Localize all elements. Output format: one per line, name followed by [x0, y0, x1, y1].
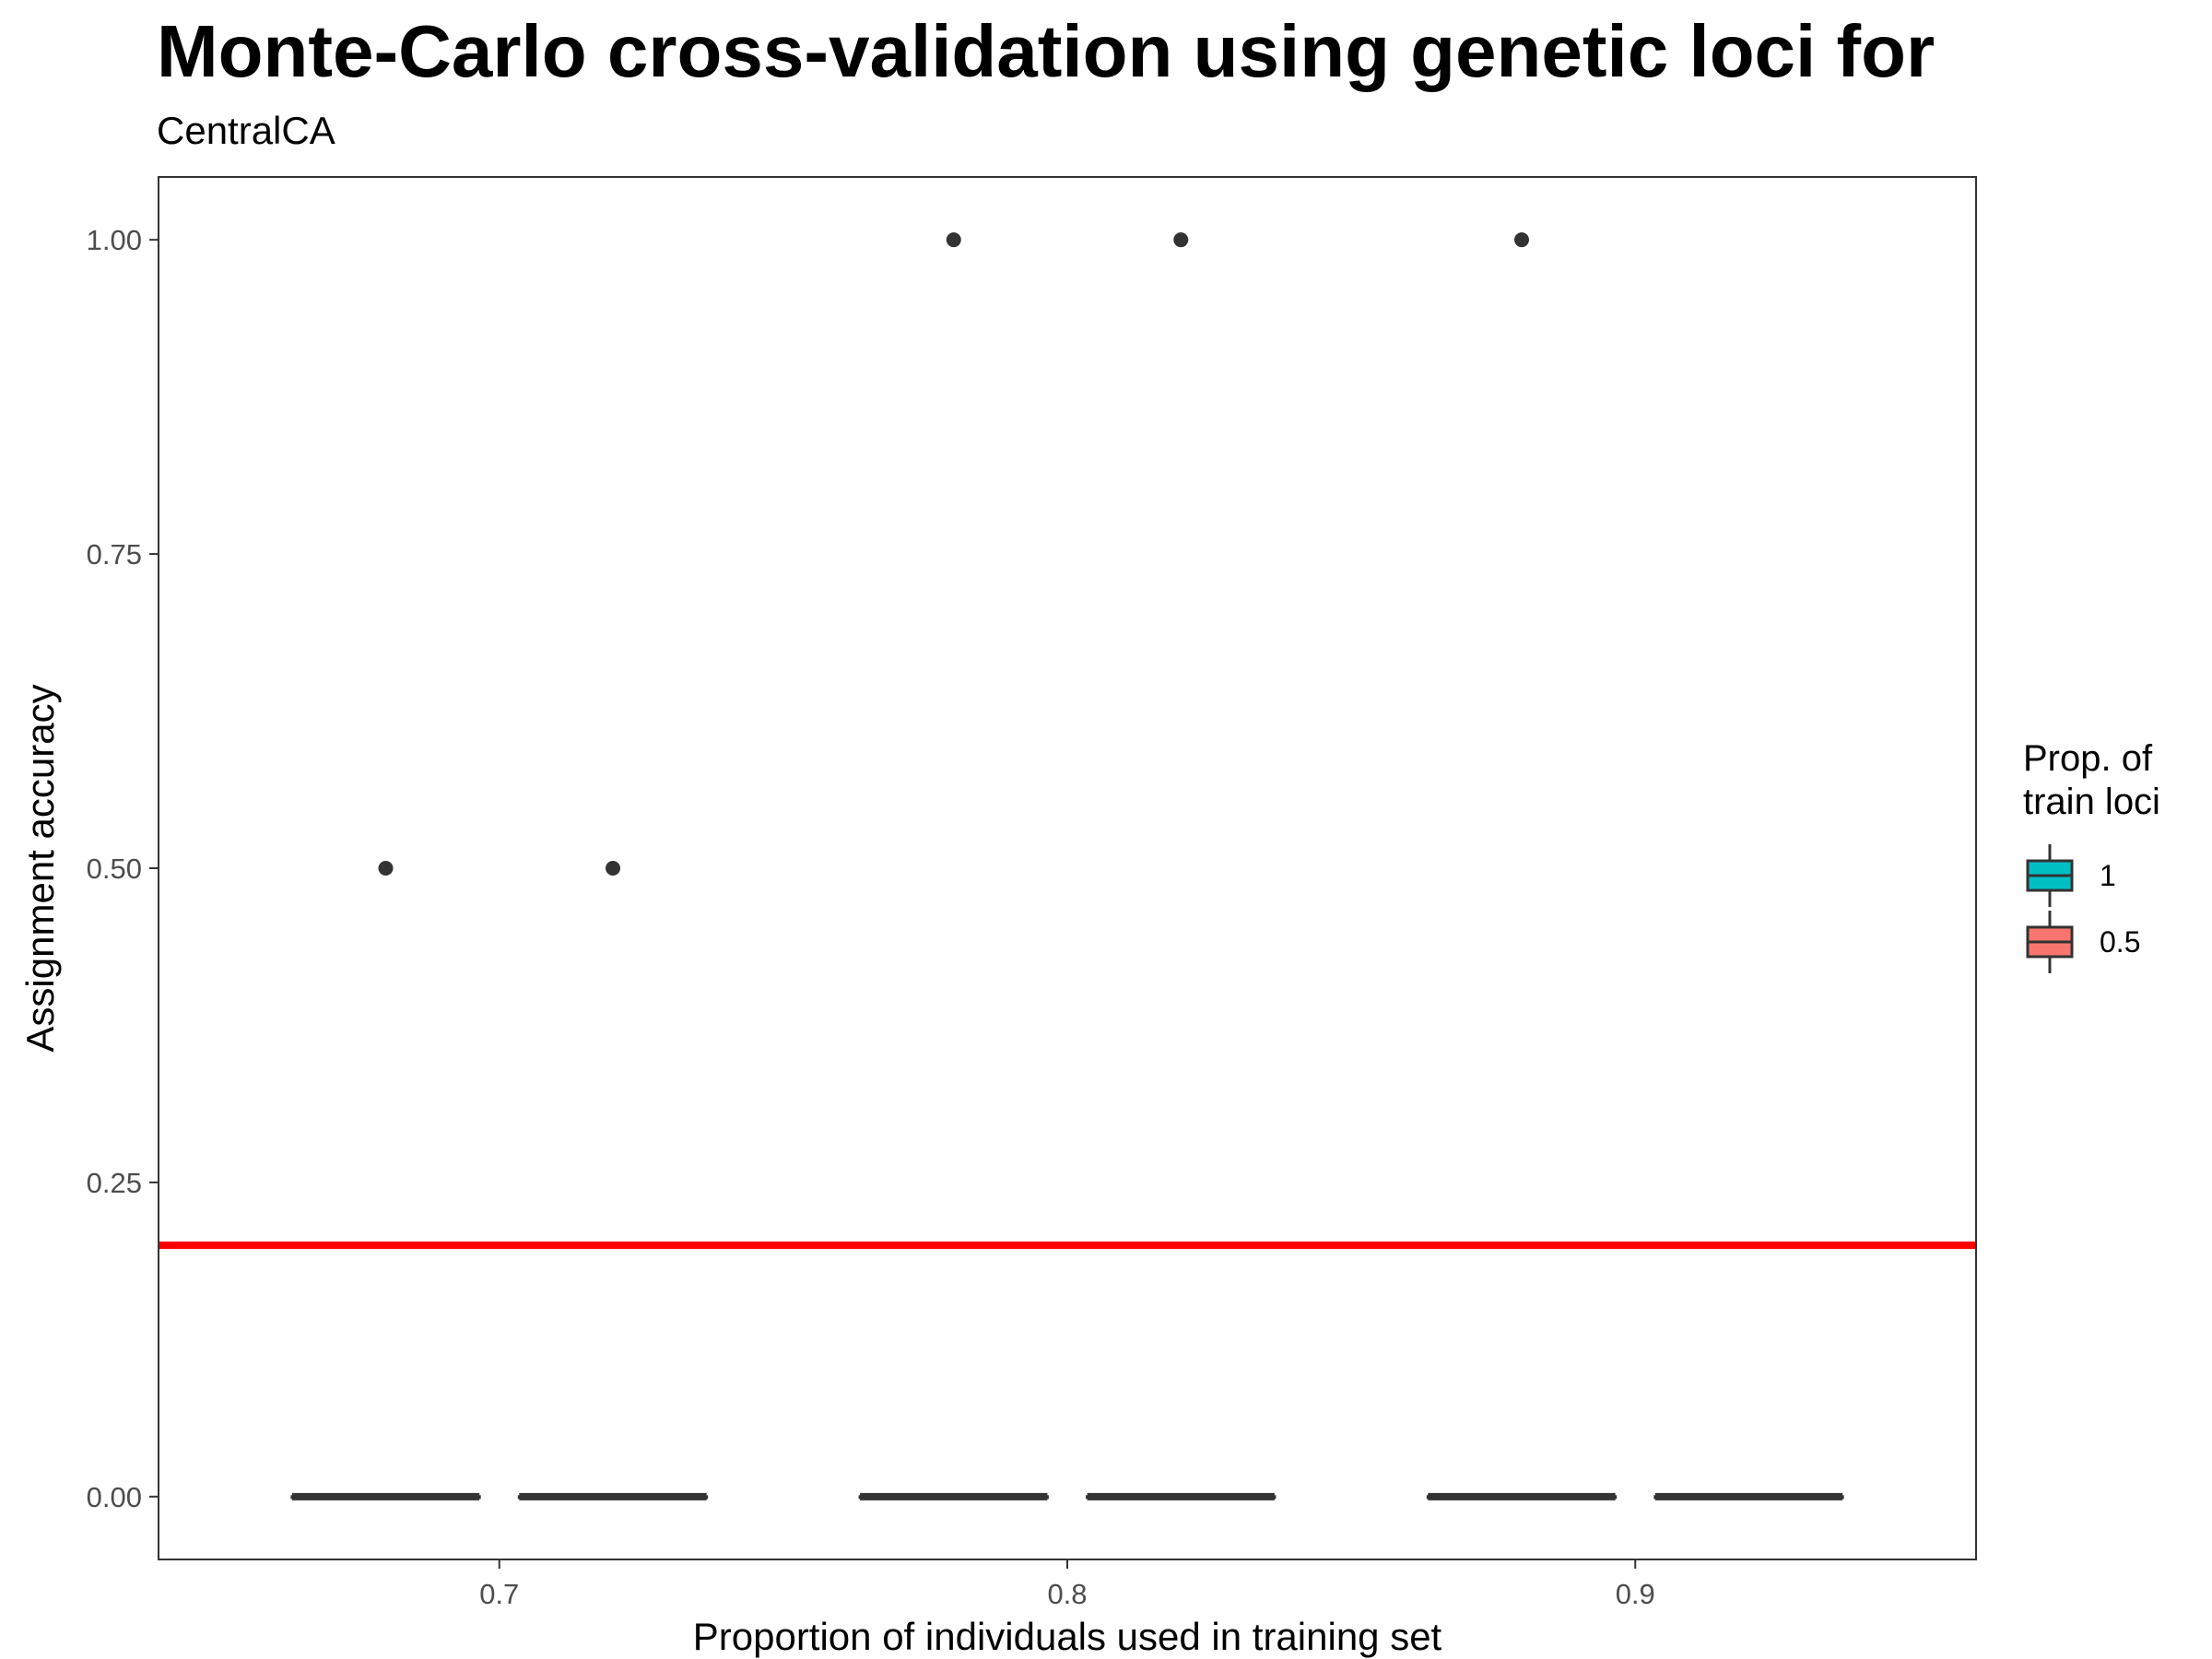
legend-key-1 [2023, 842, 2077, 909]
chart-subtitle: CentralCA [157, 109, 335, 152]
x-tick-label: 0.9 [1616, 1578, 1655, 1610]
plot-panel-border [158, 176, 1977, 1560]
y-tick-label: 0.00 [87, 1481, 142, 1513]
y-tick-label: 0.25 [87, 1167, 142, 1199]
outlier-point-1-0.88 [1514, 232, 1529, 248]
legend-title-line-2: train loci [2023, 782, 2160, 822]
legend-title-line-1: Prop. of [2023, 738, 2153, 779]
legend: Prop. of train loci 1 0.5 [2023, 737, 2198, 975]
x-tick-label: 0.8 [1047, 1578, 1087, 1610]
chart-title: Monte-Carlo cross-validation using genet… [157, 10, 1936, 92]
y-axis-label: Assignment accuracy [18, 684, 62, 1052]
y-tick-label: 1.00 [87, 224, 142, 256]
legend-title: Prop. of train loci [2023, 737, 2198, 824]
outlier-point-0.5-0.82 [1173, 232, 1189, 248]
outlier-point-0.5-0.72 [606, 861, 620, 876]
legend-key-0.5 [2023, 909, 2077, 975]
y-tick-label: 0.75 [87, 538, 142, 571]
legend-entry-1: 1 [2023, 842, 2198, 909]
legend-label-0.5: 0.5 [2100, 924, 2141, 959]
x-axis-label: Proportion of individuals used in traini… [693, 1615, 1442, 1658]
legend-label-1: 1 [2100, 858, 2116, 892]
legend-entry-0.5: 0.5 [2023, 909, 2198, 975]
outlier-point-1-0.78 [946, 232, 961, 248]
outlier-point-1-0.68 [378, 861, 394, 876]
y-tick-label: 0.50 [87, 853, 142, 885]
x-tick-label: 0.7 [479, 1578, 519, 1610]
